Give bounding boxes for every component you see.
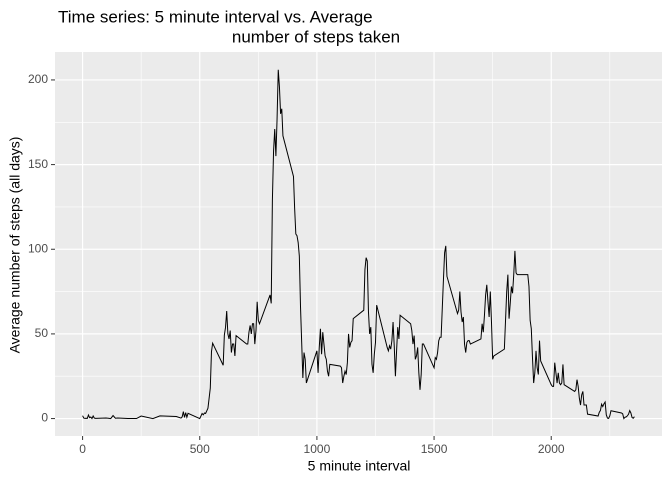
y-tick-label: 0 [41,411,48,425]
chart-title: number of steps taken [232,27,400,46]
chart-title: Time series: 5 minute interval vs. Avera… [58,7,373,26]
y-tick-label: 200 [28,72,48,86]
x-tick-label: 500 [190,442,210,456]
y-tick-label: 100 [28,241,48,255]
x-tick-label: 0 [79,442,86,456]
y-tick-label: 150 [28,157,48,171]
x-tick-label: 1000 [304,442,331,456]
y-tick-label: 50 [35,326,49,340]
x-tick-label: 2000 [538,442,565,456]
y-axis-label: Average number of steps (all days) [7,137,23,354]
x-tick-label: 1500 [421,442,448,456]
plot-panel [55,52,662,436]
line [82,69,635,420]
x-axis-label: 5 minute interval [308,458,411,474]
